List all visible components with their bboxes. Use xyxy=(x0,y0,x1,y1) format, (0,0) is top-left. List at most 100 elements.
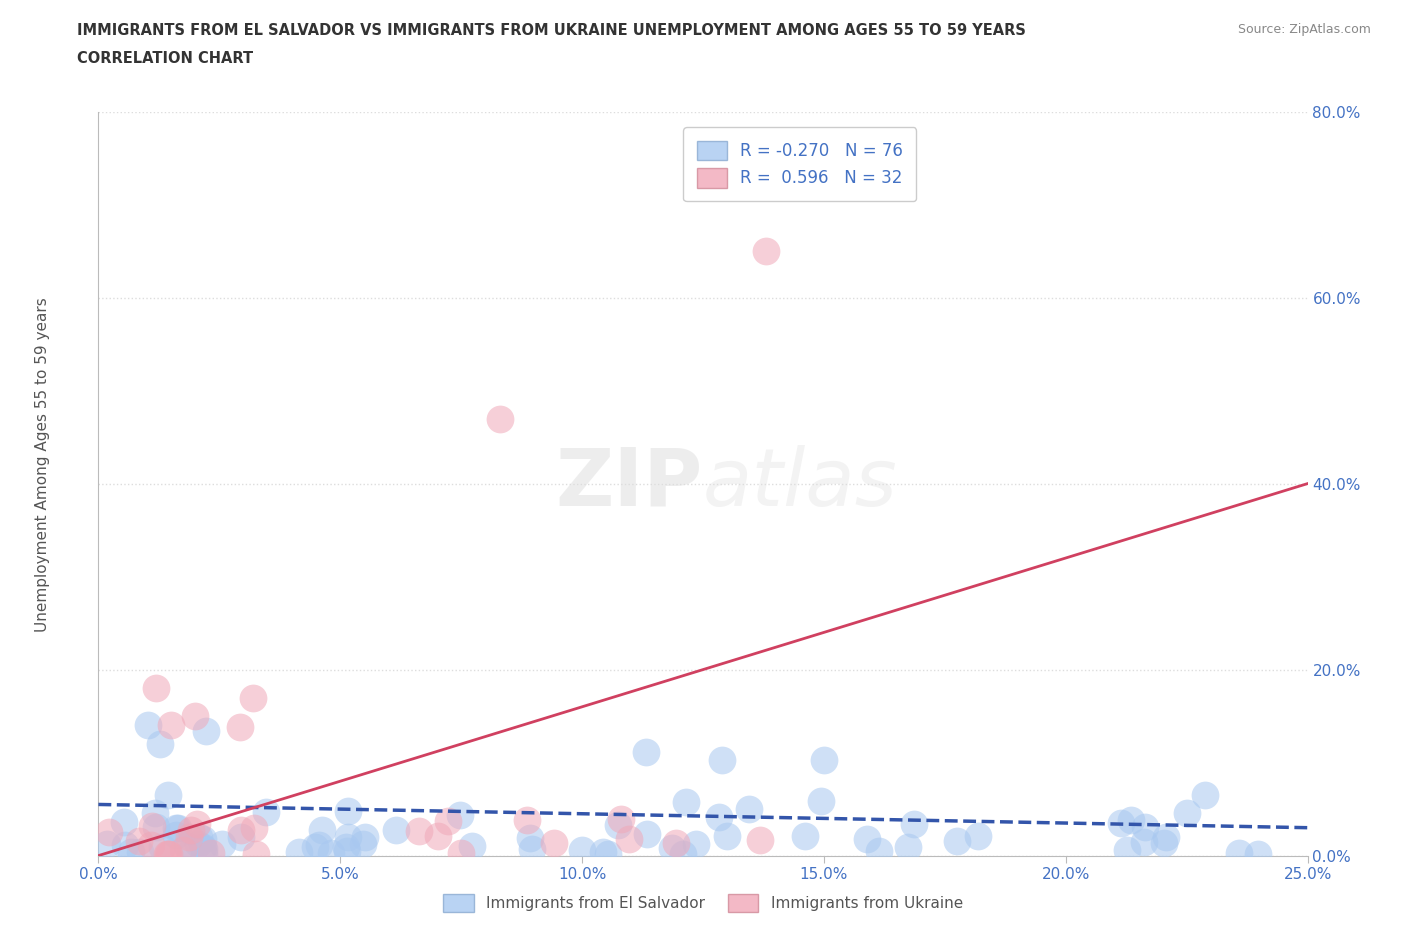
Point xyxy=(672,846,695,861)
Point xyxy=(254,804,277,819)
Point xyxy=(157,846,180,861)
Point xyxy=(437,814,460,829)
Point xyxy=(716,828,738,843)
Point xyxy=(179,830,201,844)
Point xyxy=(636,827,658,842)
Point xyxy=(711,752,734,767)
Point xyxy=(97,825,120,840)
Point xyxy=(186,817,208,831)
Point xyxy=(794,829,817,844)
Point xyxy=(810,793,832,808)
Point xyxy=(136,718,159,733)
Point xyxy=(245,846,267,861)
Point xyxy=(738,802,761,817)
Point xyxy=(156,846,179,861)
Point xyxy=(149,737,172,751)
Point xyxy=(242,690,264,705)
Point xyxy=(1175,805,1198,820)
Point xyxy=(141,837,163,852)
Point xyxy=(160,718,183,733)
Point xyxy=(685,836,707,851)
Point xyxy=(1119,813,1142,828)
Point xyxy=(1111,816,1133,830)
Point xyxy=(319,845,342,860)
Point xyxy=(335,839,357,854)
Point xyxy=(229,719,252,734)
Point xyxy=(1133,834,1156,849)
Point xyxy=(165,828,187,843)
Point xyxy=(903,817,925,831)
Point xyxy=(304,839,326,854)
Point xyxy=(187,837,209,852)
Point xyxy=(336,804,359,818)
Point xyxy=(634,745,657,760)
Point xyxy=(193,831,215,846)
Point xyxy=(665,835,688,850)
Point xyxy=(897,840,920,855)
Point xyxy=(516,812,538,827)
Point xyxy=(229,830,252,844)
Point xyxy=(194,724,217,738)
Point xyxy=(156,846,179,861)
Point xyxy=(176,838,198,853)
Point xyxy=(519,831,541,846)
Point xyxy=(1116,843,1139,857)
Point xyxy=(675,794,697,809)
Point xyxy=(408,824,430,839)
Point xyxy=(165,821,187,836)
Point xyxy=(449,807,471,822)
Point xyxy=(128,833,150,848)
Point xyxy=(450,845,472,860)
Point xyxy=(813,752,835,767)
Point xyxy=(141,818,163,833)
Point xyxy=(967,829,990,844)
Legend: R = -0.270   N = 76, R =  0.596   N = 32: R = -0.270 N = 76, R = 0.596 N = 32 xyxy=(683,127,917,201)
Point xyxy=(1227,846,1250,861)
Point xyxy=(354,830,377,844)
Text: CORRELATION CHART: CORRELATION CHART xyxy=(77,51,253,66)
Point xyxy=(191,839,214,854)
Point xyxy=(426,829,449,844)
Point xyxy=(571,843,593,857)
Point xyxy=(188,830,211,844)
Point xyxy=(308,838,330,853)
Point xyxy=(755,244,778,259)
Point xyxy=(172,843,194,857)
Text: atlas: atlas xyxy=(703,445,898,523)
Point xyxy=(114,838,136,853)
Point xyxy=(96,836,118,851)
Point xyxy=(1194,787,1216,802)
Legend: Immigrants from El Salvador, Immigrants from Ukraine: Immigrants from El Salvador, Immigrants … xyxy=(437,888,969,918)
Point xyxy=(112,815,135,830)
Point xyxy=(200,845,222,860)
Point xyxy=(543,836,565,851)
Point xyxy=(520,842,543,857)
Point xyxy=(287,844,309,859)
Point xyxy=(707,810,730,825)
Point xyxy=(157,788,180,803)
Point xyxy=(607,817,630,832)
Point xyxy=(749,833,772,848)
Point xyxy=(661,840,683,855)
Point xyxy=(1246,846,1268,861)
Point xyxy=(352,837,374,852)
Point xyxy=(180,822,202,837)
Point xyxy=(311,823,333,838)
Point xyxy=(242,820,264,835)
Point xyxy=(193,842,215,857)
Point xyxy=(868,844,890,858)
Point xyxy=(1154,830,1177,844)
Point xyxy=(489,411,512,426)
Point xyxy=(855,831,877,846)
Text: ZIP: ZIP xyxy=(555,445,703,523)
Point xyxy=(193,846,215,861)
Point xyxy=(145,819,167,834)
Point xyxy=(617,831,640,846)
Point xyxy=(598,846,620,861)
Point xyxy=(120,844,142,859)
Point xyxy=(1153,835,1175,850)
Point xyxy=(129,844,152,859)
Point xyxy=(592,844,614,859)
Text: Source: ZipAtlas.com: Source: ZipAtlas.com xyxy=(1237,23,1371,36)
Point xyxy=(179,844,201,859)
